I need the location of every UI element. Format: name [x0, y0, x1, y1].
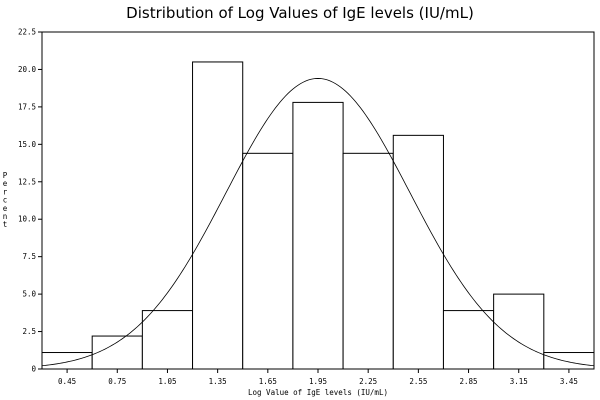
histogram-bar-2-25 [342, 152, 394, 370]
x-tick-label: 3.15 [510, 377, 528, 386]
y-tick-label: 10.0 [18, 215, 37, 224]
histogram-bar-1-65 [242, 152, 294, 370]
y-axis-ticks: 0 2.5 5.0 7.5 10.0 12.5 15.0 17.5 20.0 22.5 [18, 28, 42, 374]
y-tick-label: 20.0 [18, 65, 37, 74]
y-tick-label: 7.5 [22, 252, 36, 261]
x-tick-label: 1.05 [158, 377, 176, 386]
x-tick-label: 1.95 [309, 377, 327, 386]
x-tick-label: 2.25 [359, 377, 377, 386]
histogram-bar-1-95 [292, 101, 344, 370]
x-tick-label: 1.35 [209, 377, 227, 386]
y-tick-label: 12.5 [18, 177, 36, 186]
x-tick-label: 0.75 [108, 377, 126, 386]
histogram-bar-0-75 [91, 335, 143, 370]
y-tick-label: 22.5 [18, 28, 36, 37]
x-tick-label: 0.45 [58, 377, 76, 386]
histogram-bar-1-35 [192, 61, 244, 370]
x-tick-label: 2.85 [460, 377, 478, 386]
x-tick-label: 2.55 [409, 377, 427, 386]
normal-curve [41, 78, 595, 367]
histogram-bar-3-15 [493, 293, 545, 370]
y-tick-label: 0 [31, 365, 36, 374]
x-axis-label: Log Value of IgE levels (IU/mL) [248, 388, 388, 397]
x-axis-ticks: 0.45 0.75 1.05 1.35 1.65 1.95 2.25 2.55 2.85 3.15… [58, 369, 578, 386]
y-tick-label: 17.5 [18, 102, 36, 111]
y-tick-label: 5.0 [22, 290, 36, 299]
histogram-bar-2-55 [392, 134, 444, 370]
histogram-bar-1-05 [141, 310, 194, 370]
y-tick-label: 15.0 [18, 140, 37, 149]
chart-title: Distribution of Log Values of IgE levels… [126, 4, 474, 22]
histogram-bar-0-45 [41, 352, 93, 370]
x-tick-label: 3.45 [560, 377, 578, 386]
histogram-bar-2-85 [442, 310, 495, 370]
histogram-bar-3-45 [543, 352, 595, 370]
y-tick-label: 2.5 [22, 327, 36, 336]
x-tick-label: 1.65 [259, 377, 277, 386]
bars-group [41, 61, 595, 370]
